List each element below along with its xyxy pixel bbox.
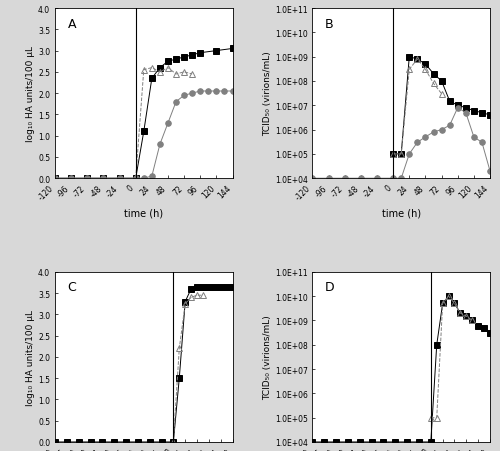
- X-axis label: time (h): time (h): [124, 207, 164, 218]
- Text: C: C: [68, 281, 76, 294]
- Text: B: B: [325, 18, 334, 31]
- Y-axis label: log₁₀ HA units/100 μL: log₁₀ HA units/100 μL: [26, 309, 35, 405]
- Y-axis label: TCID₅₀ (virions/mL): TCID₅₀ (virions/mL): [263, 315, 272, 400]
- Text: D: D: [325, 281, 334, 294]
- Text: A: A: [68, 18, 76, 31]
- Y-axis label: TCID₅₀ (virions/mL): TCID₅₀ (virions/mL): [263, 51, 272, 136]
- X-axis label: time (h): time (h): [382, 207, 421, 218]
- Y-axis label: log₁₀ HA units/100 μL: log₁₀ HA units/100 μL: [26, 46, 35, 142]
